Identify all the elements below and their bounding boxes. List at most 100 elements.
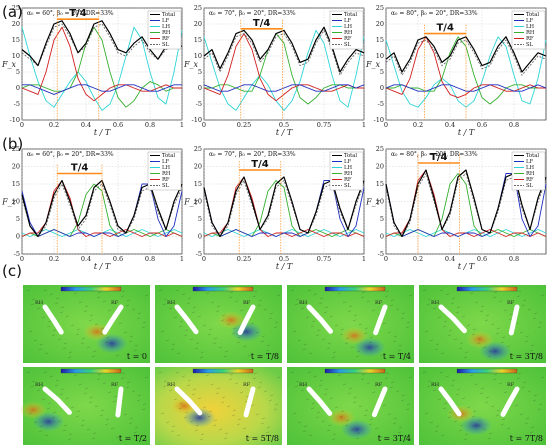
velocity-vector bbox=[406, 403, 411, 406]
velocity-vector bbox=[51, 334, 56, 337]
series-sl bbox=[385, 39, 547, 76]
velocity-vector bbox=[300, 389, 305, 392]
robot-leg bbox=[508, 304, 520, 336]
velocity-vector bbox=[439, 289, 444, 292]
velocity-vector bbox=[459, 342, 464, 345]
condition-label: α₀ = 70°, β₀ = 20°, DR=33% bbox=[209, 10, 296, 17]
x-tick-label: 0.4 bbox=[445, 121, 455, 129]
velocity-vector bbox=[59, 311, 64, 314]
velocity-vector bbox=[332, 433, 337, 436]
velocity-vector bbox=[46, 407, 51, 410]
velocity-vector bbox=[426, 303, 431, 306]
velocity-vector bbox=[318, 384, 323, 387]
velocity-vector bbox=[313, 375, 318, 378]
velocity-vector bbox=[397, 431, 402, 434]
velocity-vector bbox=[191, 393, 196, 396]
velocity-vector bbox=[538, 403, 543, 406]
velocity-vector bbox=[385, 372, 390, 375]
y-tick-label: 25 bbox=[194, 4, 202, 12]
velocity-vector bbox=[220, 319, 225, 322]
velocity-vector bbox=[268, 317, 273, 320]
x-axis-label: t / T bbox=[94, 128, 111, 137]
velocity-vector bbox=[70, 324, 75, 327]
y-tick-label: 5 bbox=[198, 215, 202, 223]
velocity-vector bbox=[422, 371, 427, 374]
legend-entry: RH bbox=[526, 171, 535, 177]
velocity-vector bbox=[323, 311, 328, 314]
flow-snapshot: RH RF t = 3T/8 bbox=[419, 285, 546, 363]
velocity-vector bbox=[463, 356, 468, 359]
chart-a-1: 0 0.2 0.4 0.6 0.8 1 -10 -5 0 5 10 15 20 25 t / T F_x α₀ … bbox=[1, 4, 184, 137]
leg-label-rf: RF bbox=[507, 382, 515, 388]
velocity-vector bbox=[303, 343, 308, 346]
velocity-vector bbox=[260, 422, 265, 425]
velocity-vector bbox=[476, 424, 481, 427]
velocity-vector bbox=[133, 349, 138, 352]
velocity-vector bbox=[271, 353, 276, 356]
velocity-vector bbox=[126, 299, 131, 302]
velocity-vector bbox=[524, 422, 529, 425]
series-lf bbox=[22, 84, 182, 95]
velocity-vector bbox=[221, 314, 226, 317]
velocity-vector bbox=[107, 391, 112, 394]
velocity-vector bbox=[435, 343, 440, 346]
velocity-vector bbox=[316, 411, 321, 414]
velocity-vector bbox=[242, 345, 247, 348]
velocity-vector bbox=[170, 430, 175, 433]
velocity-vector bbox=[337, 292, 342, 295]
velocity-vector bbox=[107, 309, 112, 312]
velocity-vector bbox=[398, 344, 403, 347]
velocity-vector bbox=[186, 302, 191, 305]
velocity-vector bbox=[260, 340, 265, 343]
velocity-vector bbox=[313, 293, 318, 296]
velocity-vector bbox=[30, 385, 35, 388]
velocity-vector bbox=[273, 326, 278, 329]
velocity-vector bbox=[432, 389, 437, 392]
velocity-vector bbox=[165, 339, 170, 342]
velocity-vector bbox=[308, 434, 313, 437]
x-axis-label: t / T bbox=[458, 128, 475, 137]
velocity-vector bbox=[252, 295, 257, 298]
velocity-vector bbox=[47, 402, 52, 405]
velocity-vector bbox=[339, 415, 344, 418]
series-total bbox=[21, 20, 183, 67]
velocity-vector bbox=[76, 410, 81, 413]
flow-snapshot: RH RF t = T/8 bbox=[155, 285, 282, 363]
velocity-vector bbox=[228, 378, 233, 381]
velocity-vector bbox=[57, 338, 62, 341]
vortex-blob bbox=[82, 322, 111, 341]
time-label: t = 7T/8 bbox=[510, 434, 543, 443]
velocity-vector bbox=[348, 387, 353, 390]
velocity-vector bbox=[495, 332, 500, 335]
velocity-vector bbox=[353, 396, 358, 399]
velocity-vector bbox=[65, 397, 70, 400]
y-tick-label: 15 bbox=[194, 180, 202, 188]
velocity-vector bbox=[311, 402, 316, 405]
legend-entry: LF bbox=[344, 18, 351, 24]
velocity-vector bbox=[334, 406, 339, 409]
velocity-vector bbox=[540, 376, 545, 379]
x-tick-label: 0.4 bbox=[81, 255, 91, 263]
y-tick-label: -5 bbox=[14, 250, 20, 258]
period-label: T/4 bbox=[69, 8, 86, 19]
velocity-vector bbox=[437, 316, 442, 319]
velocity-vector bbox=[54, 302, 59, 305]
legend-entry: LF bbox=[526, 18, 533, 24]
velocity-vector bbox=[245, 395, 250, 398]
velocity-vector bbox=[405, 326, 410, 329]
velocity-vector bbox=[360, 378, 365, 381]
velocity-vector bbox=[398, 426, 403, 429]
velocity-vector bbox=[258, 299, 263, 302]
x-tick-label: 1 bbox=[180, 121, 184, 129]
velocity-vector bbox=[500, 423, 505, 426]
velocity-vector bbox=[80, 424, 85, 427]
vortex-blob bbox=[217, 311, 246, 330]
series-rf bbox=[21, 26, 182, 102]
flow-snapshot: RH RF t = T/2 bbox=[19, 367, 150, 445]
velocity-vector bbox=[525, 417, 530, 420]
velocity-vector bbox=[469, 374, 474, 377]
leg-label-rh: RH bbox=[167, 300, 176, 306]
legend-entry: LH bbox=[344, 24, 352, 30]
velocity-vector bbox=[253, 290, 258, 293]
